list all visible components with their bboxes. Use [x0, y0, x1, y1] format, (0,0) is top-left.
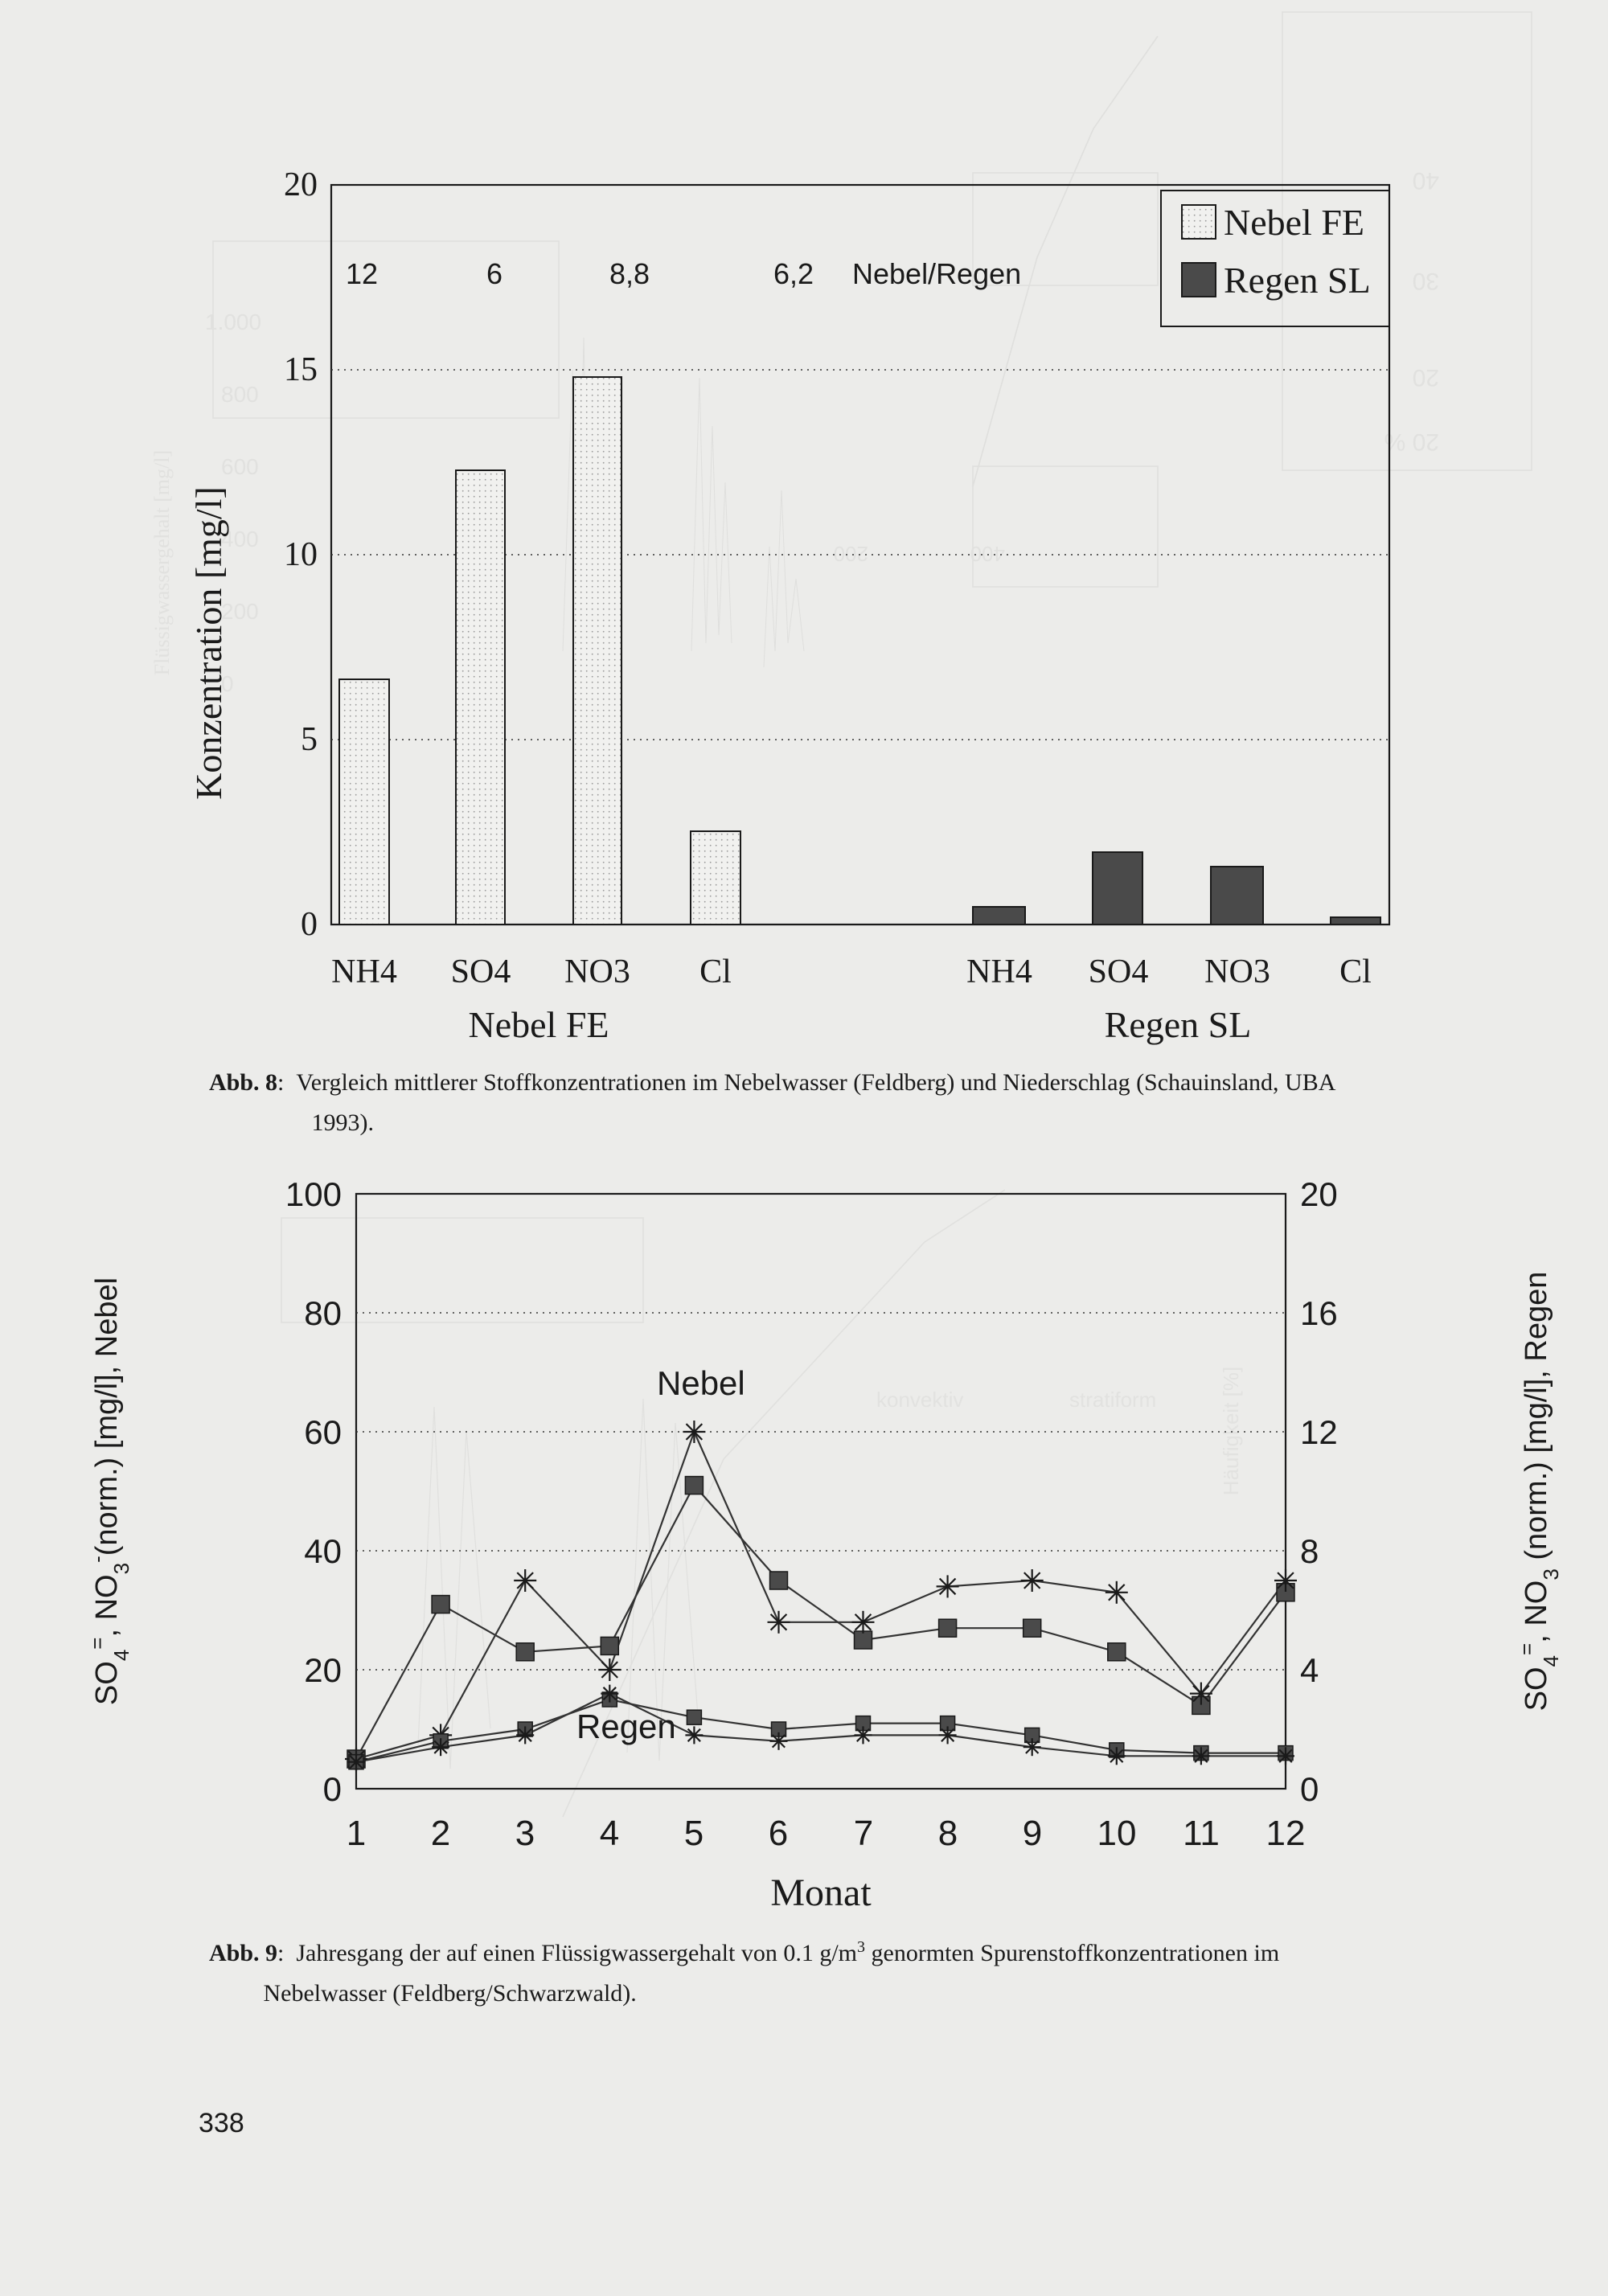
svg-text:Monat: Monat [770, 1872, 872, 1914]
svg-text:40: 40 [1413, 167, 1439, 194]
svg-text:Cl: Cl [1339, 953, 1372, 990]
svg-text:NH4: NH4 [331, 953, 397, 990]
svg-text:20: 20 [284, 166, 318, 203]
svg-text:Nebel: Nebel [657, 1364, 745, 1402]
svg-text:80: 80 [304, 1294, 342, 1332]
svg-text:NO3: NO3 [1204, 953, 1270, 990]
svg-text:Flüssigwassergehalt [mg/l]: Flüssigwassergehalt [mg/l] [150, 450, 174, 675]
svg-text:800: 800 [221, 382, 259, 407]
svg-text:5: 5 [684, 1814, 704, 1853]
svg-text:8,8: 8,8 [609, 257, 650, 290]
svg-text:Regen SL: Regen SL [1224, 260, 1371, 301]
svg-text:0: 0 [301, 906, 318, 943]
svg-text:0: 0 [1300, 1770, 1319, 1808]
svg-text:12: 12 [346, 257, 378, 290]
svg-text:Häufigkeit [%]: Häufigkeit [%] [1219, 1367, 1243, 1495]
svg-text:20: 20 [1300, 1175, 1338, 1213]
svg-text:200: 200 [834, 542, 868, 566]
svg-text:1: 1 [347, 1814, 366, 1853]
svg-text:600: 600 [221, 454, 259, 479]
svg-text:9: 9 [1023, 1814, 1042, 1853]
svg-text:20 %: 20 % [1384, 428, 1439, 455]
svg-text:6: 6 [769, 1814, 788, 1853]
svg-text:SO4: SO4 [451, 953, 511, 990]
svg-text:20: 20 [1413, 364, 1439, 391]
svg-text:7: 7 [854, 1814, 873, 1853]
svg-text:SO4: SO4 [1089, 953, 1149, 990]
svg-text:4: 4 [1300, 1651, 1319, 1689]
svg-text:Regen SL: Regen SL [1105, 1004, 1252, 1045]
svg-text:konvektiv: konvektiv [876, 1388, 963, 1412]
svg-text:NO3: NO3 [564, 953, 630, 990]
svg-text:400: 400 [970, 542, 1005, 566]
svg-text:100: 100 [285, 1175, 342, 1213]
svg-text:8: 8 [938, 1814, 958, 1853]
svg-text:6: 6 [486, 257, 503, 290]
svg-text:60: 60 [304, 1413, 342, 1451]
svg-text:Cl: Cl [699, 953, 732, 990]
svg-text:20: 20 [304, 1651, 342, 1689]
svg-text:12: 12 [1300, 1413, 1338, 1451]
svg-text:2: 2 [431, 1814, 450, 1853]
svg-text:SO4=, NO3-(norm.) [mg/l], Nebe: SO4=, NO3-(norm.) [mg/l], Nebel [85, 1277, 133, 1705]
svg-text:4: 4 [600, 1814, 619, 1853]
svg-text:12: 12 [1266, 1814, 1306, 1853]
svg-text:Nebel/Regen: Nebel/Regen [852, 257, 1021, 290]
svg-text:NH4: NH4 [966, 953, 1032, 990]
svg-text:40: 40 [304, 1532, 342, 1570]
svg-text:10: 10 [284, 536, 318, 573]
svg-text:Nebel FE: Nebel FE [468, 1004, 609, 1045]
svg-text:Nebel FE: Nebel FE [1224, 202, 1364, 243]
svg-text:11: 11 [1183, 1814, 1220, 1853]
svg-text:15: 15 [284, 351, 318, 388]
svg-text:Regen: Regen [576, 1708, 676, 1745]
svg-text:0: 0 [323, 1770, 342, 1808]
svg-text:stratiform: stratiform [1069, 1388, 1156, 1412]
svg-text:5: 5 [301, 721, 318, 758]
svg-text:1.000: 1.000 [205, 310, 261, 334]
svg-text:16: 16 [1300, 1294, 1338, 1332]
svg-text:3: 3 [515, 1814, 535, 1853]
svg-text:8: 8 [1300, 1532, 1319, 1570]
svg-text:10: 10 [1097, 1814, 1137, 1853]
svg-text:Konzentration [mg/l]: Konzentration [mg/l] [188, 486, 229, 800]
svg-text:SO4=, NO3 (norm.) [mg/l], Rege: SO4=, NO3 (norm.) [mg/l], Regen [1515, 1272, 1563, 1712]
svg-text:6,2: 6,2 [773, 257, 814, 290]
svg-text:30: 30 [1413, 268, 1439, 294]
